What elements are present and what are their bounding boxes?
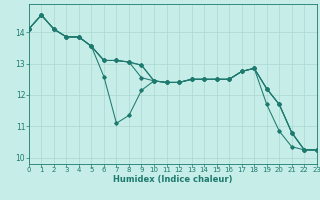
- X-axis label: Humidex (Indice chaleur): Humidex (Indice chaleur): [113, 175, 233, 184]
